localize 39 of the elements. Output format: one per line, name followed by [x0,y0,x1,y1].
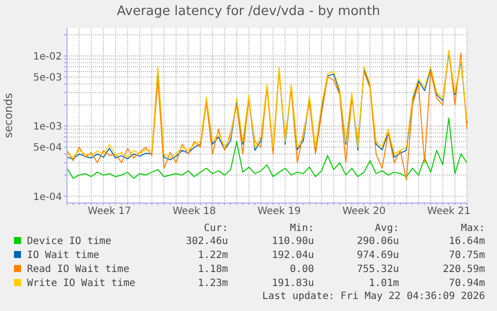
text: 70.75m [448,249,485,263]
text: 290.06u [356,235,399,249]
x-tick-label: Week 17 [88,206,132,218]
text: Last update: Fri May 22 04:36:09 2026 [261,291,485,303]
y-tick-label: 1e-04 [33,192,62,203]
text: 1.18m [196,263,228,277]
text: 220.59m [442,263,485,277]
text: 0.00 [288,263,314,277]
text: 1.01m [368,277,399,291]
text: 1.22m [196,249,228,263]
text: 191.83u [270,277,314,291]
line-series [66,50,468,181]
y-tick-label: 5e-04 [33,142,62,154]
text: 302.46u [184,235,228,249]
text: 974.69u [356,249,399,263]
chart-title: Average latency for /dev/vda - by month [116,4,382,19]
text: 110.90u [270,235,314,249]
text: 16.64m [448,235,485,249]
y-tick-label: 1e-03 [33,122,62,133]
text: 1.23m [196,277,228,291]
y-tick-label: 1e-02 [33,51,62,62]
text: 70.94m [448,277,485,291]
legend-label: Read IO Wait time [26,263,130,277]
text: 192.04u [270,249,314,263]
x-tick-label: Week 18 [172,206,216,218]
x-tick-label: Week 19 [257,206,301,218]
text: 755.32u [356,263,399,277]
text: Min: [288,223,314,235]
legend-label: IO Wait time [26,249,100,263]
legend-label: Write IO Wait time [26,277,136,291]
legend-label: Device IO time [26,235,112,249]
y-tick-label: 5e-03 [33,72,62,84]
line-series [66,118,468,179]
text: Max: [460,223,485,235]
x-tick-label: Week 20 [342,206,386,218]
x-tick-label: Week 21 [427,206,470,218]
y-axis-title: seconds [2,92,15,138]
text: Avg: [374,223,399,235]
text: Cur: [202,223,228,235]
